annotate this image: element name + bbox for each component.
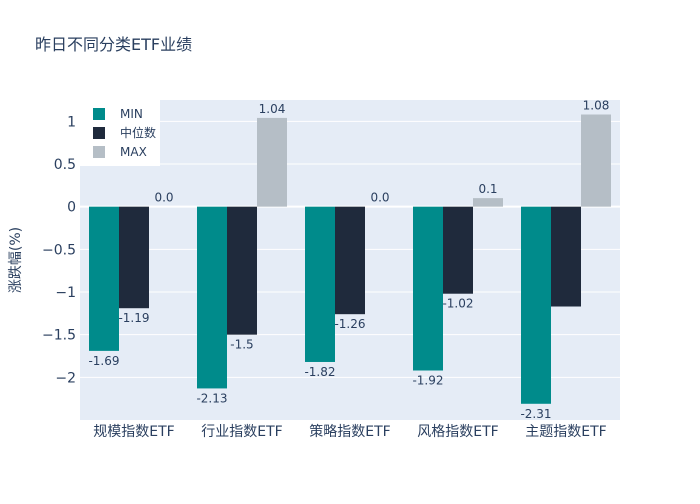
data-label: -2.13 bbox=[196, 391, 227, 405]
legend-swatch[interactable] bbox=[93, 127, 105, 139]
data-label: 1.08 bbox=[583, 99, 610, 113]
data-labels-layer: -1.69 -1.19 0.0 -2.13 -1.5 1.04 -1.82 -1.26 0.0 -… bbox=[88, 99, 609, 421]
data-label: 0.0 bbox=[370, 191, 389, 205]
bar[interactable] bbox=[521, 206, 551, 404]
y-tick-label: −0.5 bbox=[42, 242, 76, 258]
y-tick-label: 1 bbox=[67, 114, 76, 130]
x-tick-label: 主题指数ETF bbox=[525, 424, 606, 440]
y-tick-label: 0.5 bbox=[54, 157, 76, 173]
legend-label[interactable]: MIN bbox=[120, 107, 143, 121]
data-label: 0.0 bbox=[154, 191, 173, 205]
data-label: 0.1 bbox=[478, 182, 497, 196]
y-axis-label: 涨跌幅(%) bbox=[8, 227, 24, 293]
bar[interactable] bbox=[305, 206, 335, 362]
bar[interactable] bbox=[89, 206, 119, 351]
bar[interactable] bbox=[227, 206, 257, 335]
data-label: -1.82 bbox=[304, 365, 335, 379]
x-tick-label: 规模指数ETF bbox=[93, 424, 174, 440]
bar[interactable] bbox=[413, 206, 443, 371]
legend[interactable]: MIN 中位数 MAX bbox=[80, 100, 160, 166]
data-label: -1.5 bbox=[230, 338, 253, 352]
legend-label[interactable]: MAX bbox=[120, 145, 147, 159]
chart-title: 昨日不同分类ETF业绩 bbox=[35, 35, 192, 54]
legend-swatch[interactable] bbox=[93, 108, 105, 120]
bar[interactable] bbox=[473, 198, 503, 207]
y-tick-label: −1 bbox=[55, 285, 76, 301]
data-label: 1.04 bbox=[259, 102, 286, 116]
x-tick-label: 行业指数ETF bbox=[201, 424, 282, 440]
data-label: -1.69 bbox=[88, 354, 119, 368]
data-label: -2.31 bbox=[520, 407, 551, 421]
bar[interactable] bbox=[443, 206, 473, 294]
legend-label[interactable]: 中位数 bbox=[120, 125, 156, 140]
y-tick-label: −1.5 bbox=[42, 328, 76, 344]
data-label: -1.19 bbox=[118, 311, 149, 325]
ticks-layer: 1 0.5 0 −0.5 −1 −1.5 −2 规模指数ETF 行业指数ETF 策略指数ETF 风格… bbox=[42, 114, 607, 440]
legend-swatch[interactable] bbox=[93, 146, 105, 158]
bar[interactable] bbox=[119, 206, 149, 309]
y-tick-label: 0 bbox=[67, 200, 76, 216]
bar[interactable] bbox=[197, 206, 227, 389]
x-tick-label: 风格指数ETF bbox=[417, 424, 498, 440]
y-tick-label: −2 bbox=[55, 370, 76, 386]
data-label: -1.26 bbox=[334, 317, 365, 331]
data-label: -1.02 bbox=[442, 297, 473, 311]
bar[interactable] bbox=[581, 114, 611, 207]
data-label: -1.92 bbox=[412, 374, 443, 388]
x-tick-label: 策略指数ETF bbox=[309, 423, 390, 440]
bar[interactable] bbox=[335, 206, 365, 315]
bar[interactable] bbox=[551, 206, 581, 307]
bars-layer bbox=[89, 114, 611, 404]
bar[interactable] bbox=[257, 117, 287, 207]
